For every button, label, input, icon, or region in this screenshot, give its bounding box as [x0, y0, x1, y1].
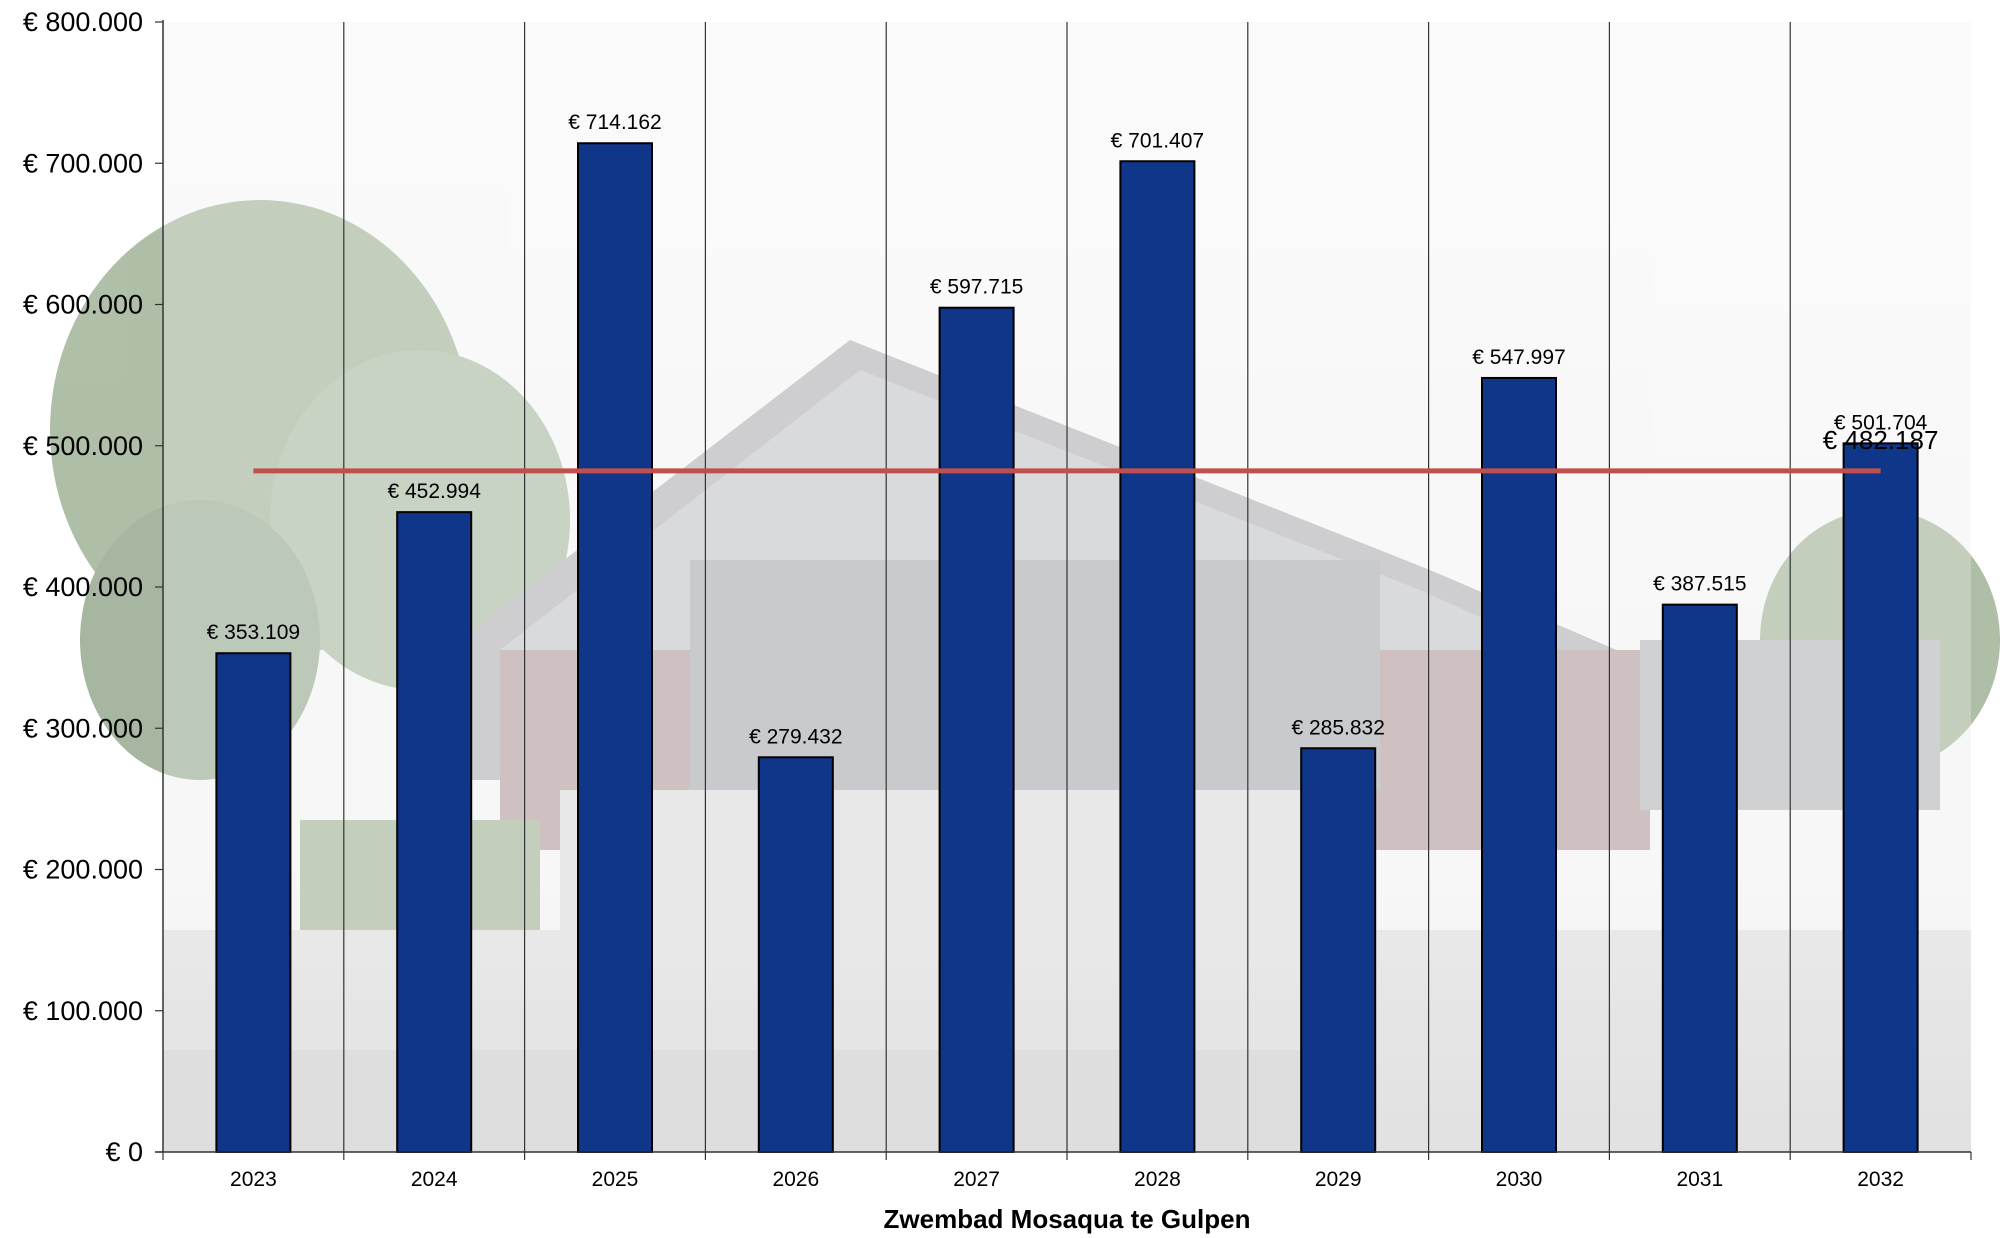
bar-2030 — [1482, 378, 1556, 1152]
bar-2032 — [1844, 443, 1918, 1152]
data-label-2027: € 597.715 — [930, 276, 1023, 299]
x-tick-2025: 2025 — [592, 1168, 639, 1191]
data-label-2026: € 279.432 — [749, 725, 842, 748]
bar-2027 — [940, 308, 1014, 1152]
bar-2023 — [216, 653, 290, 1152]
data-label-2023: € 353.109 — [207, 621, 300, 644]
data-label-2032: € 501.704 — [1834, 411, 1928, 434]
x-tick-2029: 2029 — [1315, 1168, 1362, 1191]
bar-2029 — [1301, 748, 1375, 1152]
y-tick-200000: € 200.000 — [23, 855, 143, 885]
x-tick-2027: 2027 — [953, 1168, 1000, 1191]
x-tick-2028: 2028 — [1134, 1168, 1181, 1191]
y-tick-700000: € 700.000 — [23, 148, 143, 178]
data-label-2028: € 701.407 — [1111, 129, 1204, 152]
bar-2026 — [759, 757, 833, 1152]
bar-2024 — [397, 512, 471, 1152]
x-axis-title: Zwembad Mosaqua te Gulpen — [884, 1204, 1251, 1234]
data-label-2025: € 714.162 — [568, 111, 661, 134]
y-axis-tick-labels: € 0 € 100.000 € 200.000 € 300.000 € 400.000 €… — [23, 7, 163, 1167]
data-label-2029: € 285.832 — [1291, 716, 1384, 739]
data-label-2031: € 387.515 — [1653, 573, 1746, 596]
y-tick-0: € 0 — [105, 1137, 143, 1167]
x-tick-2023: 2023 — [230, 1168, 277, 1191]
y-tick-600000: € 600.000 — [23, 290, 143, 320]
y-tick-300000: € 300.000 — [23, 713, 143, 743]
x-tick-2024: 2024 — [411, 1168, 458, 1191]
x-tick-2026: 2026 — [772, 1168, 819, 1191]
x-axis-tick-labels: 2023 2024 2025 2026 2027 2028 2029 2030 2031 2032 — [230, 1168, 1904, 1191]
x-tick-2030: 2030 — [1496, 1168, 1543, 1191]
x-tick-2031: 2031 — [1676, 1168, 1723, 1191]
x-tick-2032: 2032 — [1857, 1168, 1904, 1191]
bar-2028 — [1120, 161, 1194, 1152]
y-tick-100000: € 100.000 — [23, 996, 143, 1026]
data-label-2024: € 452.994 — [387, 480, 481, 503]
y-tick-400000: € 400.000 — [23, 572, 143, 602]
y-tick-800000: € 800.000 — [23, 7, 143, 37]
y-tick-500000: € 500.000 — [23, 431, 143, 461]
bar-2031 — [1663, 605, 1737, 1152]
data-label-2030: € 547.997 — [1472, 346, 1565, 369]
bar-2025 — [578, 143, 652, 1152]
